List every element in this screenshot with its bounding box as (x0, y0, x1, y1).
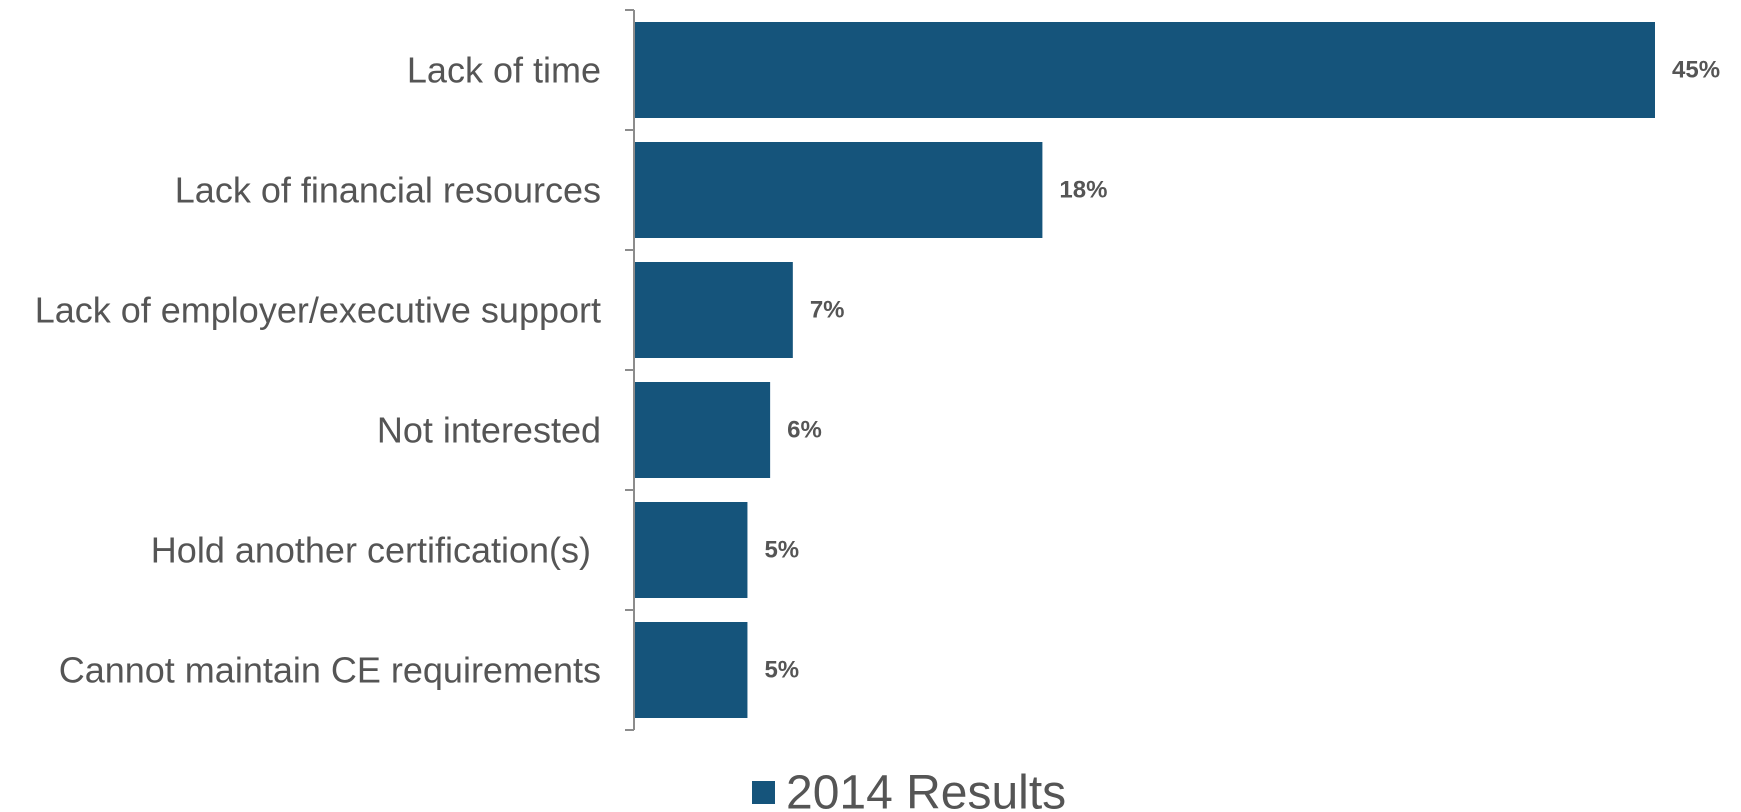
bar (634, 622, 748, 718)
category-label: Lack of financial resources (175, 170, 601, 211)
category-label: Not interested (377, 410, 601, 451)
bar (634, 22, 1655, 118)
bar (634, 262, 793, 358)
data-label: 5% (764, 537, 799, 564)
legend: 2014 Results (752, 767, 1066, 812)
data-label: 18% (1059, 177, 1107, 204)
category-label: Hold another certification(s) (151, 530, 601, 571)
bar (634, 502, 748, 598)
legend-label: 2014 Results (786, 767, 1066, 812)
category-label: Lack of time (407, 50, 601, 91)
value-labels-group: 45% 18% 7% 6% 5% 5% (764, 57, 1720, 684)
bars-group (634, 22, 1655, 718)
category-axis (625, 9, 635, 731)
data-label: 7% (810, 297, 845, 324)
data-label: 5% (764, 657, 799, 684)
category-labels-group: Lack of time Lack of financial resources L… (35, 50, 601, 691)
category-label: Cannot maintain CE requirements (59, 650, 601, 691)
data-label: 45% (1672, 57, 1720, 84)
bar (634, 382, 771, 478)
bar (634, 142, 1043, 238)
legend-swatch (752, 781, 775, 804)
category-label: Lack of employer/executive support (35, 290, 601, 331)
data-label: 6% (787, 417, 822, 444)
